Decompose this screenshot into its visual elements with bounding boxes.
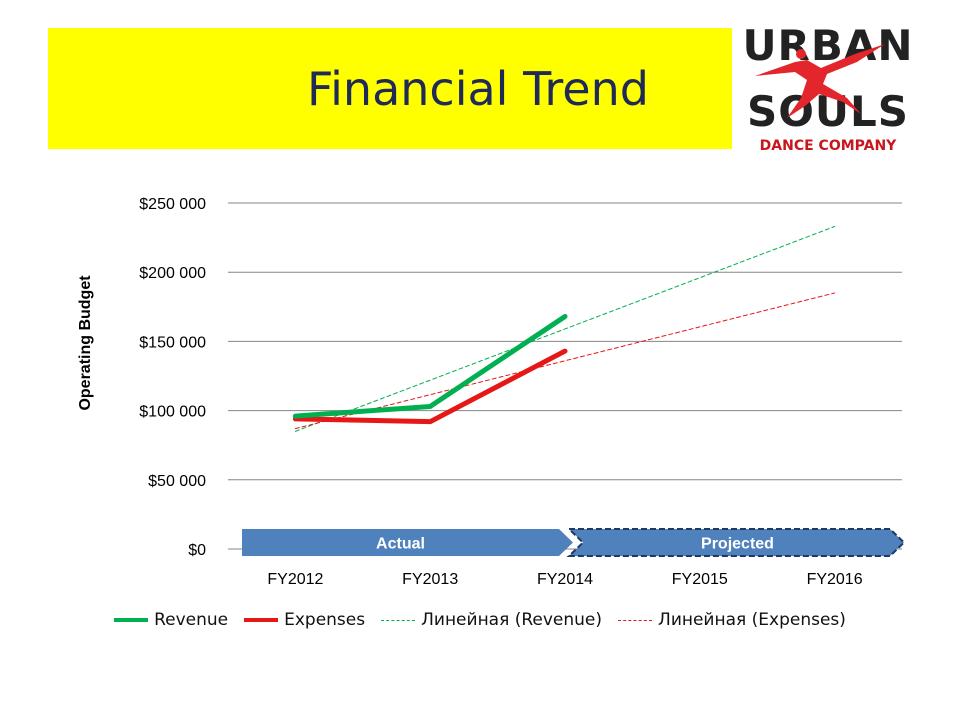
dancer-silhouette-icon [755, 44, 885, 118]
x-tick-label: FY2016 [807, 571, 863, 588]
legend-swatch [618, 619, 653, 621]
x-tick-label: FY2012 [267, 571, 323, 588]
y-axis-label: Operating Budget [77, 275, 94, 411]
series-lines [292, 226, 836, 432]
x-tick-labels: FY2012 FY2013 FY2014 FY2015 FY2016 [267, 571, 862, 588]
gridlines [228, 202, 902, 550]
x-tick-label: FY2015 [672, 571, 728, 588]
legend-label: Линейная (Expenses) [658, 610, 846, 630]
y-tick-label: $250 000 [139, 196, 206, 213]
legend-swatch [244, 618, 279, 622]
y-tick-label: $0 [188, 542, 206, 559]
legend-label: Expenses [284, 610, 366, 630]
legend-label: Revenue [154, 610, 229, 630]
phase-arrow-actual [242, 529, 573, 556]
y-tick-label: $50 000 [148, 473, 206, 490]
series-line-trend-expenses [294, 292, 836, 430]
series-line-revenue [292, 313, 568, 419]
title-band [48, 28, 732, 149]
y-tick-label: $100 000 [139, 404, 206, 421]
phase-label: Projected [701, 536, 774, 553]
y-tick-label: $150 000 [139, 334, 206, 351]
chart-legend: Revenue Expenses Линейная (Revenue) Линейна… [0, 606, 960, 634]
logo-line1: URBAN [742, 21, 913, 70]
x-tick-label: FY2014 [537, 571, 593, 588]
phase-arrow-projected [566, 528, 906, 557]
legend-item: Revenue [114, 610, 228, 630]
legend-item: Expenses [244, 610, 365, 630]
legend-swatch [381, 619, 416, 621]
phase-arrows: Actual Projected [242, 528, 906, 557]
series-line-expenses [292, 348, 568, 425]
logo-line3: DANCE COMPANY [760, 138, 898, 154]
y-tick-label: $200 000 [139, 265, 206, 282]
phase-label: Actual [376, 536, 425, 553]
legend-item: Линейная (Revenue) [381, 610, 602, 630]
legend-item: Линейная (Expenses) [618, 610, 846, 630]
y-tick-labels: $250 000 $200 000 $150 000 $100 000 $50 000 $… [139, 196, 206, 559]
x-tick-label: FY2013 [402, 571, 458, 588]
company-logo: URBAN SOULS DANCE COMPANY [735, 14, 921, 154]
series-line-trend-revenue [294, 226, 836, 432]
legend-swatch [114, 618, 149, 622]
page-title: Financial Trend [307, 61, 649, 116]
legend-label: Линейная (Revenue) [421, 610, 603, 630]
